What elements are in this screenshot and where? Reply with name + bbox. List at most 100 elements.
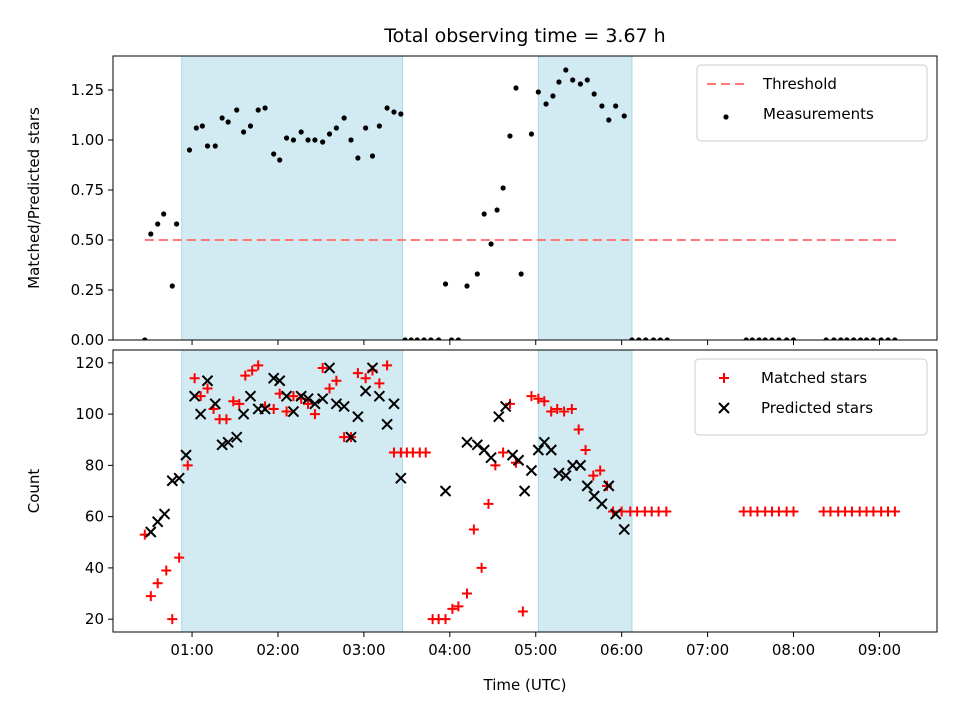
data-point xyxy=(488,241,494,247)
data-point xyxy=(381,418,393,431)
data-point xyxy=(142,337,148,340)
data-point xyxy=(173,472,185,484)
x-tick-label: 03:00 xyxy=(342,641,385,659)
data-point xyxy=(603,480,615,492)
data-point xyxy=(494,207,500,213)
data-point xyxy=(570,77,576,83)
data-point xyxy=(277,157,283,163)
data-point xyxy=(870,337,877,340)
data-point xyxy=(255,107,261,113)
data-point xyxy=(618,523,630,536)
data-point xyxy=(577,81,584,87)
observing-interval-1 xyxy=(181,349,404,633)
data-point xyxy=(507,133,513,139)
data-point xyxy=(535,89,541,95)
x-tick-label: 04:00 xyxy=(428,641,471,659)
x-tick-label: 07:00 xyxy=(686,641,729,659)
data-point xyxy=(439,485,452,497)
data-point xyxy=(145,526,157,538)
data-point xyxy=(574,459,587,472)
axes-frame xyxy=(112,349,938,633)
data-point xyxy=(448,337,455,340)
y-tick-label: 80 xyxy=(85,456,104,474)
data-point xyxy=(573,424,584,435)
data-point xyxy=(202,383,213,394)
data-point xyxy=(360,373,371,384)
data-point xyxy=(231,431,243,443)
data-point xyxy=(546,406,557,417)
y-axis-label: Count xyxy=(25,469,43,514)
data-point xyxy=(225,119,231,125)
data-point xyxy=(271,151,277,157)
y-tick-label: 0.50 xyxy=(71,231,104,249)
data-point xyxy=(234,107,240,113)
data-point xyxy=(468,524,479,535)
data-point xyxy=(512,454,525,466)
data-point xyxy=(323,362,336,374)
data-point xyxy=(414,337,420,340)
x-tick-label: 05:00 xyxy=(514,641,557,659)
data-point xyxy=(602,480,613,491)
data-point xyxy=(462,588,473,599)
data-point xyxy=(288,391,299,402)
data-point xyxy=(481,211,487,217)
data-point xyxy=(352,410,364,423)
data-point xyxy=(518,271,524,277)
data-point xyxy=(539,396,550,407)
data-point xyxy=(556,79,562,85)
data-point xyxy=(189,373,200,384)
legend: Matched stars Predicted stars xyxy=(694,358,928,436)
panel-ratio: 0.00 0.25 0.50 0.75 1.00 1.25 Matched/Predicte… xyxy=(25,55,938,349)
y-axis-label: Matched/Predicted stars xyxy=(25,107,43,289)
data-point xyxy=(267,372,280,384)
data-point xyxy=(333,125,339,131)
y-tick-label: 1.00 xyxy=(71,131,104,149)
data-point xyxy=(485,451,497,464)
data-point xyxy=(844,337,850,340)
data-point xyxy=(348,137,354,143)
data-point xyxy=(161,211,167,217)
data-point xyxy=(756,337,762,340)
data-point xyxy=(499,400,512,413)
data-point xyxy=(280,390,293,402)
data-point xyxy=(268,403,279,414)
chart-title: Total observing time = 3.67 h xyxy=(383,25,665,47)
data-point xyxy=(606,117,612,123)
data-point xyxy=(559,406,570,417)
data-point xyxy=(581,480,594,492)
data-point xyxy=(195,391,206,402)
data-point xyxy=(588,470,599,481)
data-point xyxy=(500,185,506,191)
data-point xyxy=(182,460,193,471)
data-point xyxy=(769,337,775,340)
data-point xyxy=(209,398,221,410)
data-point xyxy=(193,125,199,131)
data-point xyxy=(188,390,201,402)
legend-entry: Threshold xyxy=(762,75,837,93)
data-point xyxy=(302,393,314,405)
data-point xyxy=(528,131,535,137)
data-point xyxy=(281,406,292,417)
data-point xyxy=(253,360,264,371)
data-point xyxy=(885,337,891,340)
data-point xyxy=(440,614,451,625)
data-point xyxy=(525,464,538,477)
y-tick-label: 100 xyxy=(75,405,104,423)
data-point xyxy=(316,393,329,405)
data-point xyxy=(661,506,672,517)
data-point xyxy=(504,398,515,409)
data-point xyxy=(148,231,154,237)
y-tick-label: 40 xyxy=(85,559,104,577)
data-point xyxy=(324,383,335,394)
data-point xyxy=(584,77,590,83)
data-point xyxy=(341,115,347,121)
data-point xyxy=(420,447,431,458)
x-tick-label: 08:00 xyxy=(772,641,815,659)
data-point xyxy=(493,410,505,423)
data-point xyxy=(563,67,569,73)
data-point xyxy=(173,221,180,227)
data-point xyxy=(517,606,528,617)
data-point xyxy=(513,85,519,91)
data-point xyxy=(498,447,509,458)
data-point xyxy=(247,365,258,376)
